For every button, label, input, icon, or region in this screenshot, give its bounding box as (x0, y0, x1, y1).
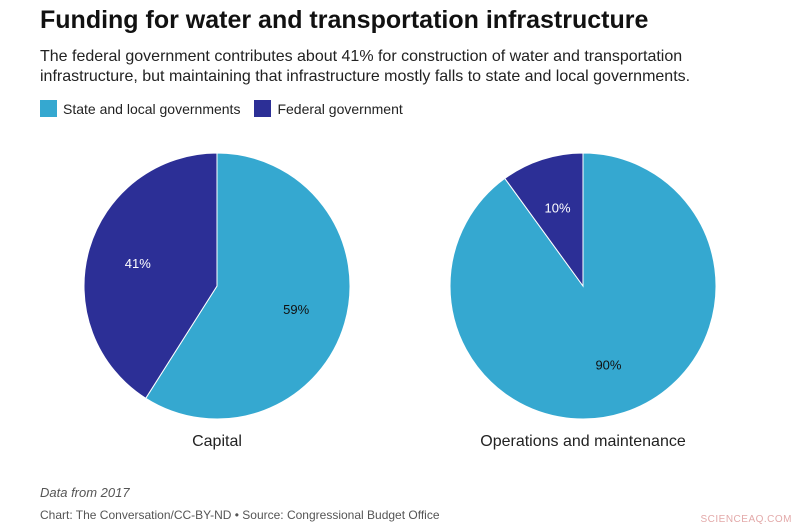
legend-label-federal: Federal government (277, 100, 403, 117)
pie-slice-operations-maintenance-federal (504, 152, 584, 288)
pie-slice-capital-state-local (145, 152, 351, 420)
legend-item-state-local: State and local governments (40, 100, 240, 117)
watermark: SCIENCEAQ.COM (700, 514, 792, 525)
legend-label-state-local: State and local governments (63, 100, 241, 117)
legend-swatch-federal (254, 100, 272, 117)
pie-label-capital-federal: 41% (125, 256, 151, 271)
pie-title-capital: Capital (192, 433, 242, 450)
chart-subtitle: The federal government contributes about… (40, 48, 691, 85)
legend-swatch-state-local (40, 100, 57, 117)
pie-slice-capital-federal (83, 152, 218, 399)
pie-label-capital-state-local: 59% (283, 302, 309, 317)
legend: State and local governments Federal gove… (40, 100, 417, 117)
data-note: Data from 2017 (40, 485, 130, 500)
pie-label-operations-maintenance-federal: 10% (545, 201, 571, 216)
pie-label-operations-maintenance-state-local: 90% (595, 357, 621, 372)
source-credit: Chart: The Conversation/CC-BY-ND • Sourc… (40, 508, 440, 522)
legend-item-federal: Federal government (254, 100, 403, 117)
pie-title-operations-maintenance: Operations and maintenance (480, 433, 686, 450)
chart-title: Funding for water and transportation inf… (40, 6, 649, 34)
